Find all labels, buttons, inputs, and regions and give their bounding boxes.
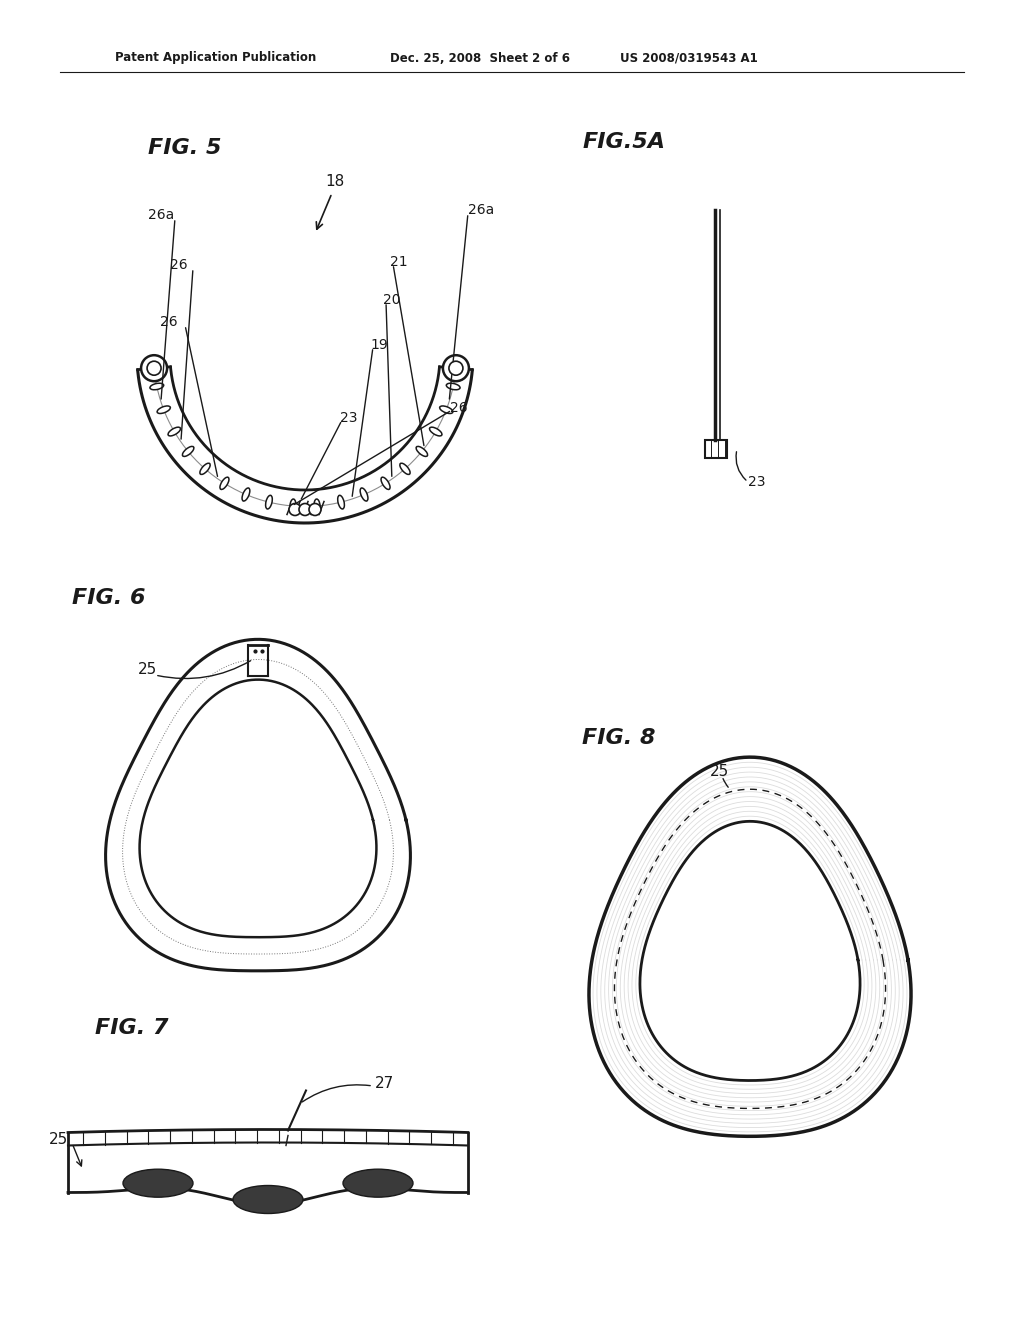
Text: 26: 26 xyxy=(160,315,177,329)
Circle shape xyxy=(289,503,301,516)
Text: 25: 25 xyxy=(138,663,158,677)
Text: 27: 27 xyxy=(375,1076,394,1090)
Ellipse shape xyxy=(314,499,321,513)
Ellipse shape xyxy=(242,488,250,502)
Text: FIG. 6: FIG. 6 xyxy=(72,587,145,609)
Ellipse shape xyxy=(439,407,453,413)
Ellipse shape xyxy=(381,477,390,490)
Text: FIG. 5: FIG. 5 xyxy=(148,139,221,158)
Ellipse shape xyxy=(200,463,210,474)
Ellipse shape xyxy=(157,407,170,413)
Text: 26a: 26a xyxy=(148,209,174,222)
Ellipse shape xyxy=(290,499,296,513)
Circle shape xyxy=(309,503,321,516)
Text: 26: 26 xyxy=(450,401,468,414)
Text: US 2008/0319543 A1: US 2008/0319543 A1 xyxy=(620,51,758,65)
Ellipse shape xyxy=(220,477,229,490)
Text: 25: 25 xyxy=(710,764,729,780)
Text: 26: 26 xyxy=(170,257,187,272)
Circle shape xyxy=(141,355,167,381)
Text: Dec. 25, 2008  Sheet 2 of 6: Dec. 25, 2008 Sheet 2 of 6 xyxy=(390,51,570,65)
Text: 23: 23 xyxy=(748,475,766,488)
Ellipse shape xyxy=(150,383,164,389)
Text: 18: 18 xyxy=(325,174,344,190)
Ellipse shape xyxy=(446,383,460,389)
Ellipse shape xyxy=(123,1170,193,1197)
Ellipse shape xyxy=(338,495,344,510)
Text: 23: 23 xyxy=(340,411,357,425)
Ellipse shape xyxy=(233,1185,303,1213)
Ellipse shape xyxy=(416,446,428,457)
Text: FIG. 7: FIG. 7 xyxy=(95,1018,169,1038)
Text: FIG.5A: FIG.5A xyxy=(583,132,666,152)
Ellipse shape xyxy=(182,446,194,457)
Ellipse shape xyxy=(429,428,442,436)
Circle shape xyxy=(449,362,463,375)
Ellipse shape xyxy=(265,495,272,510)
Text: 21: 21 xyxy=(390,255,408,269)
Ellipse shape xyxy=(360,488,368,502)
Text: 20: 20 xyxy=(383,293,400,308)
Ellipse shape xyxy=(399,463,411,474)
Text: FIG. 8: FIG. 8 xyxy=(582,729,655,748)
Text: 26a: 26a xyxy=(468,203,495,216)
Circle shape xyxy=(443,355,469,381)
Bar xyxy=(705,440,727,458)
Circle shape xyxy=(147,362,161,375)
Text: 25: 25 xyxy=(49,1133,68,1147)
Ellipse shape xyxy=(343,1170,413,1197)
Text: 19: 19 xyxy=(370,338,388,352)
Text: Patent Application Publication: Patent Application Publication xyxy=(115,51,316,65)
Ellipse shape xyxy=(168,428,180,436)
Circle shape xyxy=(299,503,311,516)
